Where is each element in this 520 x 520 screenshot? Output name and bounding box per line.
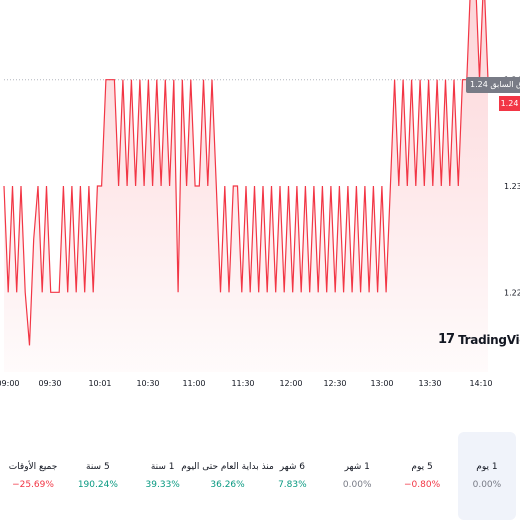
period-change: 7.83%: [278, 480, 307, 490]
period-label: 5 سنة: [86, 462, 110, 472]
tradingview-wordmark: TradingView: [458, 332, 520, 347]
x-tick-label: 13:30: [418, 379, 441, 388]
period-label: 5 يوم: [411, 462, 433, 472]
period-5y[interactable]: 5 سنة 190.24%: [69, 432, 127, 520]
period-label: 1 شهر: [344, 462, 370, 472]
x-tick-label: 12:00: [279, 379, 302, 388]
period-label: منذ بداية العام حتى اليوم: [181, 462, 274, 472]
x-tick-label: 10:30: [136, 379, 159, 388]
period-6m[interactable]: 6 شهر 7.83%: [263, 432, 321, 520]
period-change: 39.33%: [145, 480, 180, 490]
y-tick-label: 1.23: [504, 182, 520, 191]
period-change: −25.69%: [12, 480, 54, 490]
last-price-tag: 1.24: [499, 96, 520, 111]
period-label: 1 سنة: [150, 462, 175, 472]
previous-close-tag: الإغلاق السابق 1.24: [466, 77, 520, 93]
x-tick-label: 09:00: [0, 379, 20, 388]
x-tick-label: 10:01: [88, 379, 111, 388]
tradingview-logo[interactable]: 17 TradingView: [438, 332, 520, 347]
period-change: 0.00%: [342, 480, 372, 490]
period-5d[interactable]: 5 يوم −0.80%: [393, 432, 451, 520]
previous-close-label: الإغلاق السابق: [490, 80, 520, 89]
previous-close-value: 1.24: [470, 80, 488, 89]
x-tick-label: 12:30: [323, 379, 346, 388]
period-performance-bar: 1 يوم 0.00% 5 يوم −0.80% 1 شهر 0.00% 6 ش…: [0, 432, 520, 520]
x-tick-label: 11:30: [231, 379, 254, 388]
price-line-series: [3, 0, 489, 346]
period-change: 36.26%: [210, 480, 245, 490]
period-label: جميع الأوقات: [8, 462, 58, 472]
x-tick-label: 13:00: [370, 379, 393, 388]
x-tick-label: 14:10: [469, 379, 492, 388]
y-tick-label: 1.22: [504, 288, 520, 297]
chart-canvas[interactable]: 09:00 09:30 10:01 10:30 11:00 11:30 12:00 12:30…: [0, 0, 520, 400]
x-tick-label: 11:00: [182, 379, 205, 388]
period-1d[interactable]: 1 يوم 0.00%: [457, 432, 516, 520]
x-tick-label: 09:30: [38, 379, 61, 388]
period-1y[interactable]: 1 سنة 39.33%: [134, 432, 192, 520]
period-ytd[interactable]: منذ بداية العام حتى اليوم 36.26%: [181, 432, 274, 520]
period-change: −0.80%: [404, 480, 441, 490]
period-change: 0.00%: [472, 480, 502, 490]
period-label: 1 يوم: [476, 462, 498, 472]
period-change: 190.24%: [77, 480, 118, 490]
period-1m[interactable]: 1 شهر 0.00%: [328, 432, 386, 520]
price-chart[interactable]: 09:00 09:30 10:01 10:30 11:00 11:30 12:00 12:30…: [0, 0, 520, 400]
period-label: 6 شهر: [279, 462, 306, 472]
period-all[interactable]: جميع الأوقات −25.69%: [4, 432, 62, 520]
tradingview-mark-icon: 17: [438, 332, 455, 347]
